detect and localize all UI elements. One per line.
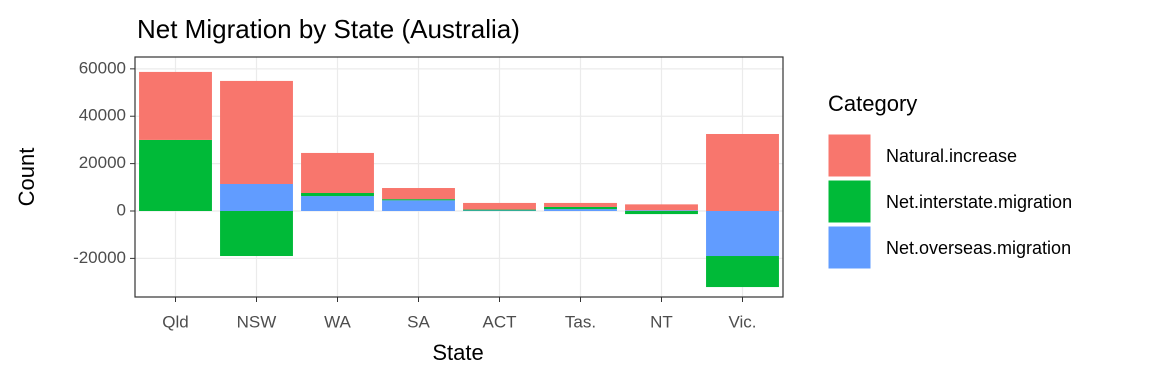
bar-segment xyxy=(544,206,617,210)
y-tick-label: 60000 xyxy=(79,58,126,77)
y-tick-label: -20000 xyxy=(73,248,126,267)
legend-key xyxy=(827,225,872,270)
bar-segment xyxy=(382,188,455,200)
bar-segment xyxy=(544,209,617,211)
y-tick-label: 0 xyxy=(117,200,126,219)
x-axis-title: State xyxy=(432,340,483,365)
chart-title: Net Migration by State (Australia) xyxy=(137,14,520,44)
y-tick-label: 20000 xyxy=(79,153,126,172)
bar-segment xyxy=(706,256,779,288)
legend-label: Natural.increase xyxy=(886,146,1017,166)
x-tick-label: NT xyxy=(650,312,673,331)
x-tick-label: SA xyxy=(407,312,430,331)
legend-label: Net.overseas.migration xyxy=(886,238,1071,258)
plot-border xyxy=(134,56,784,298)
bar-segment xyxy=(220,183,293,211)
x-tick-label: Vic. xyxy=(728,312,756,331)
x-tick-label: Tas. xyxy=(565,312,596,331)
bar-segment xyxy=(301,152,374,193)
bar-segment xyxy=(706,133,779,211)
bar-segment xyxy=(706,210,779,257)
bar-segment xyxy=(220,210,293,257)
bar-segment xyxy=(544,202,617,207)
bar-segment xyxy=(625,210,698,215)
bar-segment xyxy=(139,71,212,140)
bar-segment xyxy=(301,196,374,211)
y-axis-title: Count xyxy=(14,148,39,207)
x-tick-label: ACT xyxy=(483,312,517,331)
y-tick-label: 40000 xyxy=(79,106,126,125)
bar-segment xyxy=(625,204,698,211)
legend-label: Net.interstate.migration xyxy=(886,192,1072,212)
bar-segment xyxy=(463,202,536,210)
x-tick-label: NSW xyxy=(237,312,277,331)
bar-segment xyxy=(382,199,455,201)
bar-segment xyxy=(220,80,293,184)
x-tick-label: Qld xyxy=(162,312,188,331)
bar-segment xyxy=(301,192,374,197)
legend-title: Category xyxy=(828,91,917,116)
bar-segment xyxy=(625,210,698,211)
bar-segment xyxy=(382,200,455,211)
legend-key xyxy=(827,133,872,178)
legend-key xyxy=(827,179,872,224)
bar-segment xyxy=(463,209,536,211)
x-tick-label: WA xyxy=(324,312,351,331)
bar-segment xyxy=(139,139,212,211)
